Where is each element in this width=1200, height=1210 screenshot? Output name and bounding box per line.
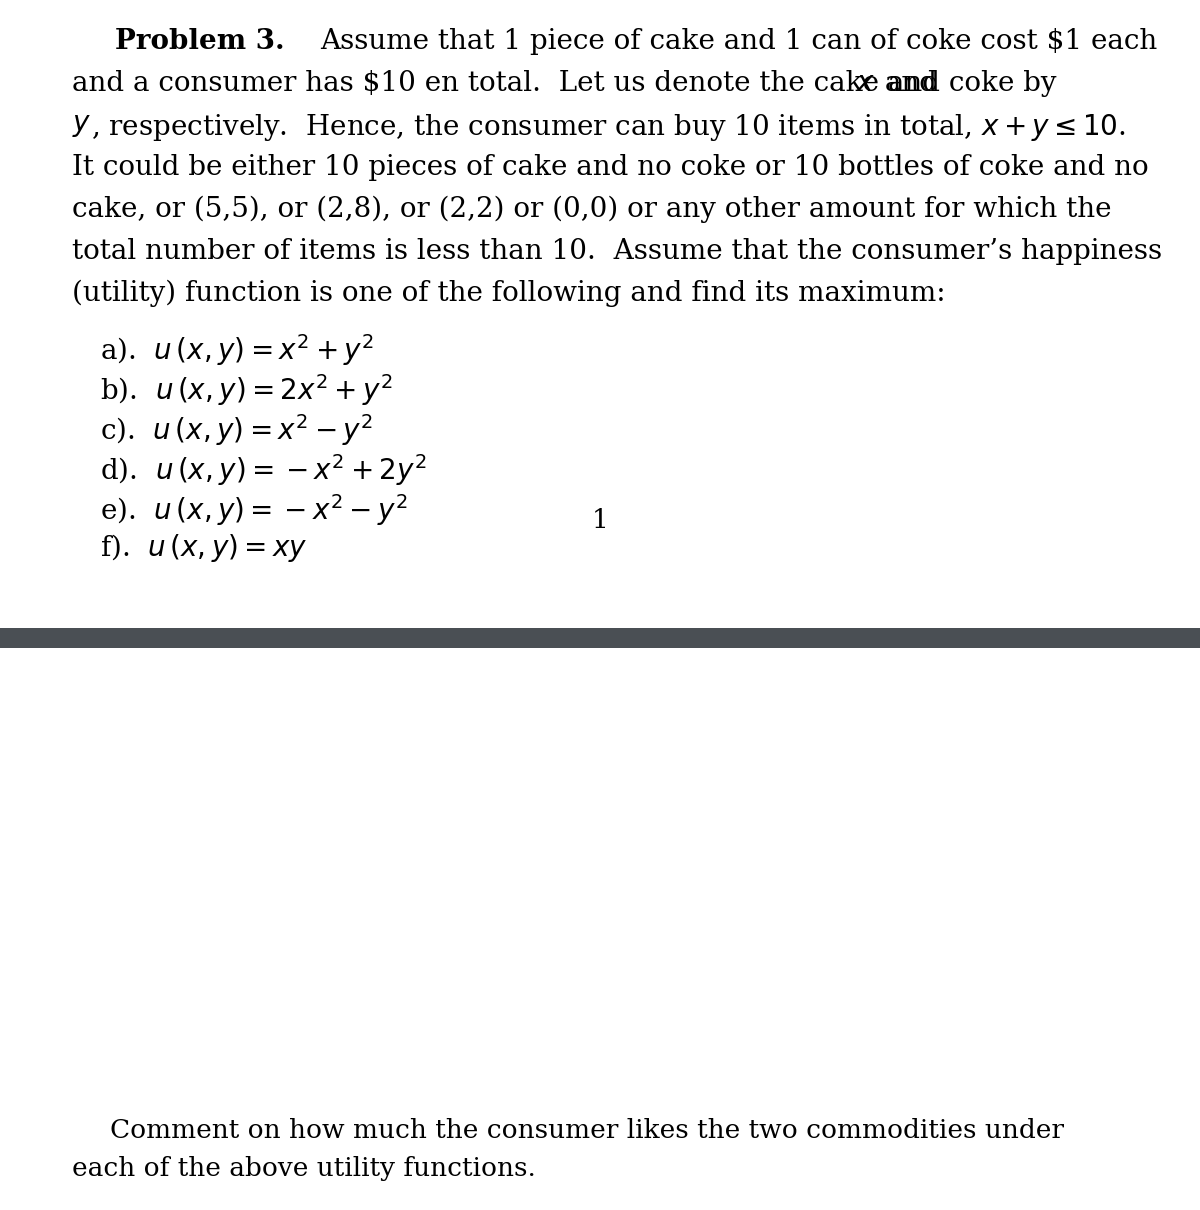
Text: Problem 3.: Problem 3.: [115, 28, 284, 54]
Text: b).  $u\,(x, y) = 2x^2 + y^2$: b). $u\,(x, y) = 2x^2 + y^2$: [100, 371, 392, 408]
Text: Comment on how much the consumer likes the two commodities under: Comment on how much the consumer likes t…: [110, 1118, 1064, 1143]
Text: (utility) function is one of the following and find its maximum:: (utility) function is one of the followi…: [72, 280, 946, 307]
Text: and a consumer has $10 en total.  Let us denote the cake and coke by: and a consumer has $10 en total. Let us …: [72, 70, 1066, 97]
Bar: [0, 628, 1200, 649]
Text: Assume that 1 piece of cake and 1 can of coke cost $1 each: Assume that 1 piece of cake and 1 can of…: [320, 28, 1157, 54]
Text: d).  $u\,(x, y) = -x^2 + 2y^2$: d). $u\,(x, y) = -x^2 + 2y^2$: [100, 453, 427, 488]
Text: and: and: [876, 70, 937, 97]
Text: It could be either 10 pieces of cake and no coke or 10 bottles of coke and no: It could be either 10 pieces of cake and…: [72, 154, 1148, 182]
Text: cake, or (5,5), or (2,8), or (2,2) or (0,0) or any other amount for which the: cake, or (5,5), or (2,8), or (2,2) or (0…: [72, 196, 1111, 224]
Text: $y$: $y$: [72, 113, 91, 139]
Text: c).  $u\,(x, y) = x^2 - y^2$: c). $u\,(x, y) = x^2 - y^2$: [100, 411, 373, 448]
Text: f).  $u\,(x, y) = xy$: f). $u\,(x, y) = xy$: [100, 532, 307, 564]
Text: total number of items is less than 10.  Assume that the consumer’s happiness: total number of items is less than 10. A…: [72, 238, 1162, 265]
Text: e).  $u\,(x, y) = -x^2 - y^2$: e). $u\,(x, y) = -x^2 - y^2$: [100, 492, 408, 528]
Text: $x$: $x$: [856, 70, 875, 97]
Text: a).  $u\,(x, y) = x^2 + y^2$: a). $u\,(x, y) = x^2 + y^2$: [100, 332, 373, 368]
Text: 1: 1: [592, 508, 608, 532]
Text: each of the above utility functions.: each of the above utility functions.: [72, 1156, 536, 1181]
Text: , respectively.  Hence, the consumer can buy 10 items in total, $x + y \leq 10$.: , respectively. Hence, the consumer can …: [91, 113, 1126, 143]
